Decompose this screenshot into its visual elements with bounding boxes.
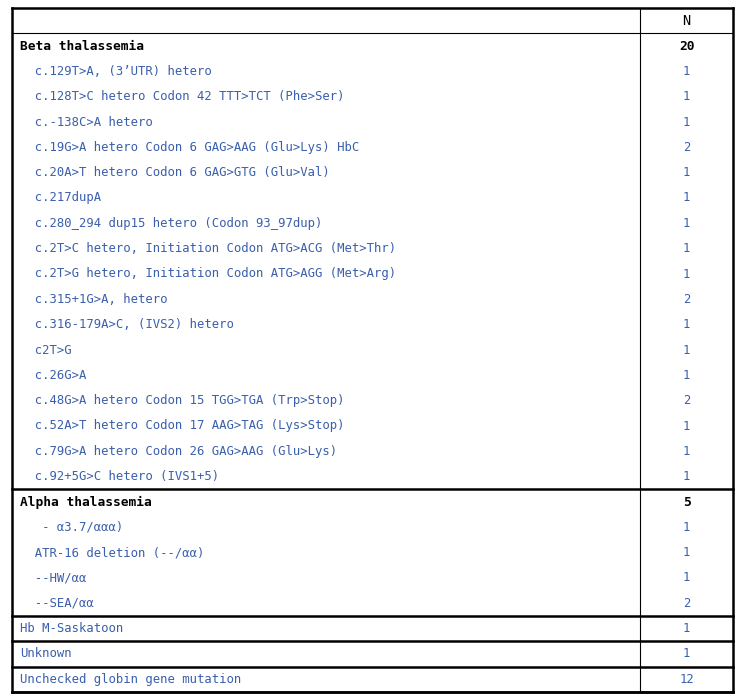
Text: --SEA/αα: --SEA/αα — [20, 597, 94, 610]
Text: 1: 1 — [682, 267, 690, 281]
Text: 1: 1 — [682, 419, 690, 433]
Text: 2: 2 — [682, 597, 690, 610]
Text: 1: 1 — [682, 318, 690, 331]
Text: 1: 1 — [682, 369, 690, 382]
Text: c.92+5G>C hetero (IVS1+5): c.92+5G>C hetero (IVS1+5) — [20, 470, 219, 483]
Text: N: N — [682, 14, 691, 28]
Text: c.316-179A>C, (IVS2) hetero: c.316-179A>C, (IVS2) hetero — [20, 318, 234, 331]
Text: Unknown: Unknown — [20, 648, 72, 660]
Text: c.2T>C hetero, Initiation Codon ATG>ACG (Met>Thr): c.2T>C hetero, Initiation Codon ATG>ACG … — [20, 242, 396, 255]
Text: 1: 1 — [682, 90, 690, 103]
Text: 12: 12 — [679, 673, 694, 686]
Text: c.-138C>A hetero: c.-138C>A hetero — [20, 115, 153, 128]
Text: 1: 1 — [682, 648, 690, 660]
Text: c.26G>A: c.26G>A — [20, 369, 87, 382]
Text: - α3.7/ααα): - α3.7/ααα) — [20, 521, 123, 534]
Text: 1: 1 — [682, 166, 690, 179]
Text: ATR-16 deletion (--/αα): ATR-16 deletion (--/αα) — [20, 546, 205, 559]
Text: 1: 1 — [682, 521, 690, 534]
Text: c.48G>A hetero Codon 15 TGG>TGA (Trp>Stop): c.48G>A hetero Codon 15 TGG>TGA (Trp>Sto… — [20, 394, 345, 407]
Text: 20: 20 — [679, 40, 694, 52]
Text: c.280_294 dup15 hetero (Codon 93_97dup): c.280_294 dup15 hetero (Codon 93_97dup) — [20, 217, 322, 230]
Text: Alpha thalassemia: Alpha thalassemia — [20, 496, 152, 509]
Text: 1: 1 — [682, 242, 690, 255]
Text: 1: 1 — [682, 572, 690, 584]
Text: 1: 1 — [682, 546, 690, 559]
Text: 2: 2 — [682, 141, 690, 154]
Text: Beta thalassemia: Beta thalassemia — [20, 40, 144, 52]
Text: 1: 1 — [682, 65, 690, 78]
Text: --HW/αα: --HW/αα — [20, 572, 87, 584]
Text: 1: 1 — [682, 217, 690, 230]
Text: c2T>G: c2T>G — [20, 343, 72, 357]
Text: 5: 5 — [682, 496, 691, 509]
Text: 1: 1 — [682, 622, 690, 635]
Text: c.19G>A hetero Codon 6 GAG>AAG (Glu>Lys) HbC: c.19G>A hetero Codon 6 GAG>AAG (Glu>Lys)… — [20, 141, 359, 154]
Text: 1: 1 — [682, 191, 690, 205]
Text: 2: 2 — [682, 394, 690, 407]
Text: Hb M-Saskatoon: Hb M-Saskatoon — [20, 622, 123, 635]
Text: 1: 1 — [682, 343, 690, 357]
Text: c.217dupA: c.217dupA — [20, 191, 101, 205]
Text: Unchecked globin gene mutation: Unchecked globin gene mutation — [20, 673, 242, 686]
Text: c.79G>A hetero Codon 26 GAG>AAG (Glu>Lys): c.79G>A hetero Codon 26 GAG>AAG (Glu>Lys… — [20, 445, 337, 458]
Text: c.20A>T hetero Codon 6 GAG>GTG (Glu>Val): c.20A>T hetero Codon 6 GAG>GTG (Glu>Val) — [20, 166, 330, 179]
Text: 1: 1 — [682, 470, 690, 483]
Text: 1: 1 — [682, 115, 690, 128]
Text: c.2T>G hetero, Initiation Codon ATG>AGG (Met>Arg): c.2T>G hetero, Initiation Codon ATG>AGG … — [20, 267, 396, 281]
Text: 2: 2 — [682, 293, 690, 306]
Text: c.128T>C hetero Codon 42 TTT>TCT (Phe>Ser): c.128T>C hetero Codon 42 TTT>TCT (Phe>Se… — [20, 90, 345, 103]
Text: c.315+1G>A, hetero: c.315+1G>A, hetero — [20, 293, 167, 306]
Text: 1: 1 — [682, 445, 690, 458]
Text: c.52A>T hetero Codon 17 AAG>TAG (Lys>Stop): c.52A>T hetero Codon 17 AAG>TAG (Lys>Sto… — [20, 419, 345, 433]
Text: c.129T>A, (3’UTR) hetero: c.129T>A, (3’UTR) hetero — [20, 65, 212, 78]
